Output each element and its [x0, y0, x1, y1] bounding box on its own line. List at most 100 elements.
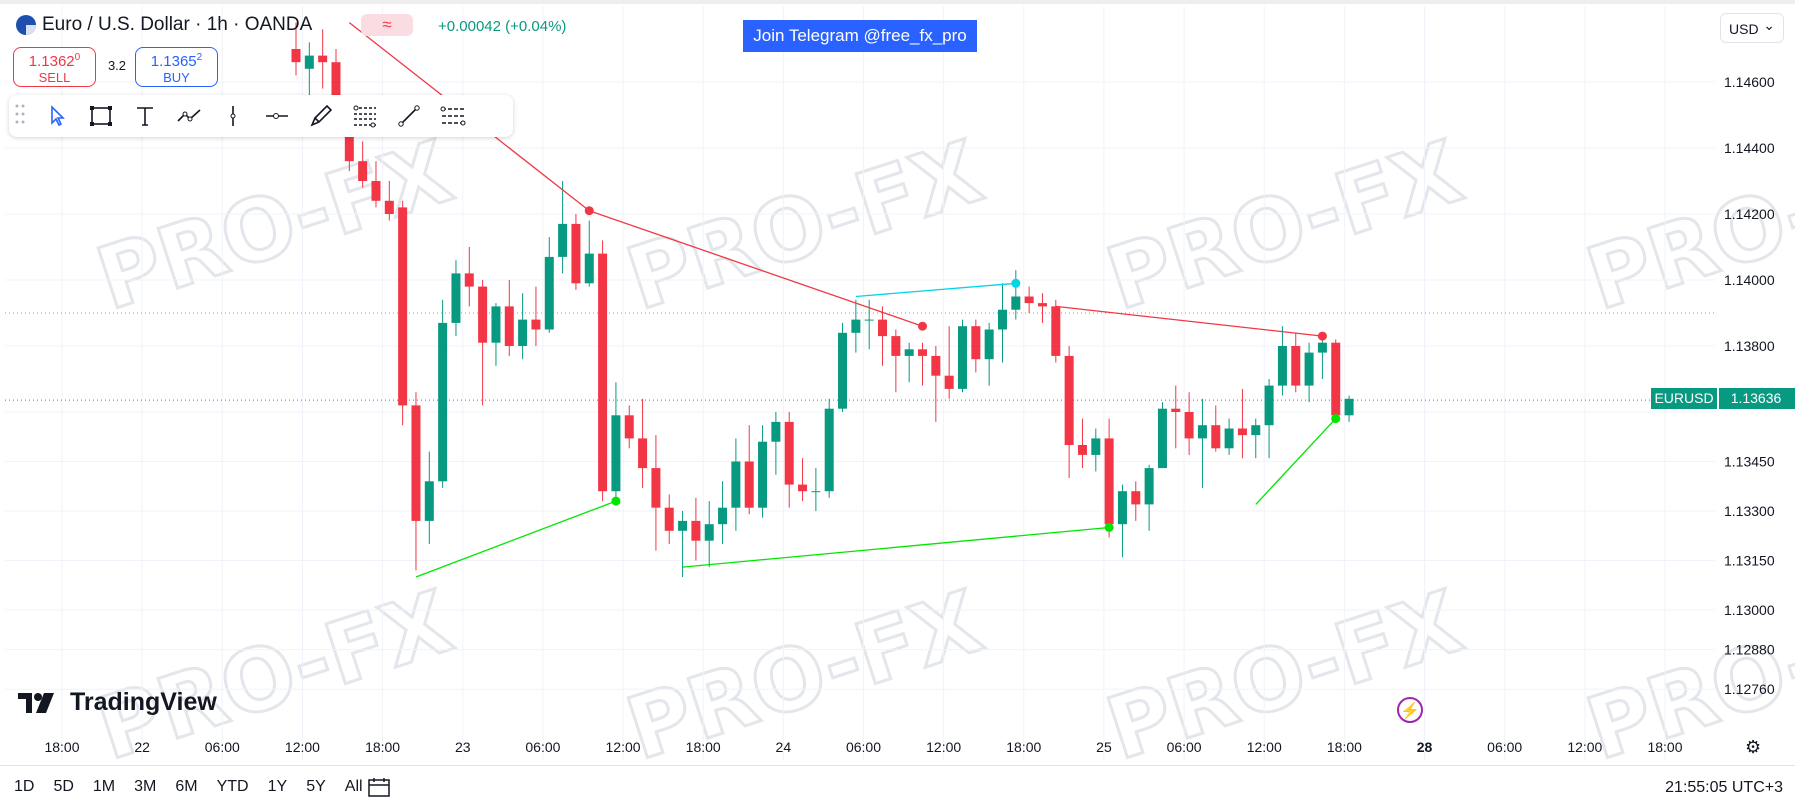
candle-body: [1117, 491, 1127, 525]
range-button-5d[interactable]: 5D: [53, 778, 74, 795]
toolbar-grip-icon[interactable]: [15, 103, 33, 130]
range-button-ytd[interactable]: YTD: [216, 778, 249, 795]
candle-body: [1197, 425, 1207, 439]
candle: [1171, 385, 1181, 449]
candle-body: [704, 524, 714, 541]
drawing-toolbar: [9, 95, 513, 137]
cyan-marker: [1011, 278, 1021, 288]
path-tool[interactable]: [169, 99, 209, 133]
time-axis-label: 12:00: [926, 739, 961, 755]
buy-button[interactable]: 1.13652 BUY: [135, 47, 218, 87]
symbol-legend[interactable]: Euro / U.S. Dollar · 1h · OANDA: [16, 14, 312, 36]
time-axis: 18:00 22 06:00 12:00 18:00 23 06:00 12:00 18:00 2…: [44, 739, 1682, 755]
price-axis-label: 1.13450: [1724, 454, 1775, 470]
candle-body: [1277, 346, 1287, 386]
range-buttons: 1D 5D 1M 3M 6M YTD 1Y 5Y All: [14, 778, 382, 796]
range-button-3m[interactable]: 3M: [134, 778, 157, 795]
candle: [904, 342, 914, 383]
range-button-5y[interactable]: 5Y: [306, 778, 326, 795]
candle: [1237, 388, 1247, 459]
price-axis-label: 1.13150: [1724, 553, 1775, 569]
buy-price-pip: 2: [196, 52, 203, 63]
candle-body: [384, 200, 394, 214]
candle-body: [1077, 445, 1087, 455]
candle-body: [424, 481, 434, 521]
candle-body: [958, 326, 967, 389]
candle-body: [558, 223, 568, 257]
candle: [651, 435, 661, 551]
candle: [491, 303, 501, 366]
candle-body: [611, 415, 621, 492]
trend-line-tool[interactable]: [389, 99, 429, 133]
candle: [1224, 418, 1234, 455]
time-axis-label: 24: [776, 739, 792, 755]
watermark-text: PRO-FX: [1096, 122, 1474, 330]
red-marker: [1317, 331, 1327, 341]
candle: [798, 458, 808, 502]
fib-retracement-tool[interactable]: [345, 99, 385, 133]
candle: [1277, 326, 1287, 396]
parallel-channel-icon: [440, 106, 466, 126]
vertical-line-tool[interactable]: [213, 99, 253, 133]
symbol-title: Euro / U.S. Dollar · 1h · OANDA: [42, 14, 313, 35]
candle-body: [944, 375, 954, 389]
clock[interactable]: 21:55:05 UTC+3: [1665, 779, 1783, 796]
goto-date-icon[interactable]: [366, 776, 392, 803]
candle-body: [1304, 352, 1314, 386]
range-button-1m[interactable]: 1M: [92, 778, 116, 795]
candle-body: [624, 415, 634, 439]
range-button-1d[interactable]: 1D: [14, 778, 35, 795]
candle: [824, 398, 834, 498]
candle-body: [598, 253, 608, 492]
range-button-6m[interactable]: 6M: [175, 778, 198, 795]
candle-body: [1251, 425, 1261, 436]
candle-body: [1131, 491, 1141, 505]
rectangle-tool[interactable]: [81, 99, 121, 133]
price-axis-label: 1.13300: [1724, 503, 1775, 519]
candle-body: [864, 319, 874, 321]
candle-body: [878, 319, 888, 337]
candle: [744, 425, 754, 515]
candle-body: [1344, 398, 1354, 416]
green-trend-line: [415, 500, 617, 578]
candle: [558, 181, 568, 274]
candle: [398, 200, 408, 426]
candle: [598, 240, 608, 502]
candle-body: [504, 306, 514, 346]
horizontal-ray-tool[interactable]: [257, 99, 297, 133]
indicator-badge[interactable]: ≈: [361, 14, 413, 36]
candle-body: [824, 408, 834, 492]
candle-body: [1317, 342, 1327, 353]
range-button-all[interactable]: All: [344, 778, 363, 795]
parallel-channel-tool[interactable]: [433, 99, 473, 133]
candle: [918, 342, 928, 386]
red-trend-line: [1055, 305, 1323, 337]
price-axis-label: 1.12880: [1724, 642, 1775, 658]
text-tool[interactable]: [125, 99, 165, 133]
currency-select[interactable]: USD: [1720, 10, 1784, 43]
candle: [464, 247, 474, 307]
range-button-1y[interactable]: 1Y: [267, 778, 288, 795]
candle-body: [518, 319, 528, 346]
spread-value: 3.2: [107, 58, 127, 73]
axis-settings-icon[interactable]: ⚙: [1745, 737, 1762, 757]
candle-body: [398, 207, 408, 406]
time-axis-label: 12:00: [1247, 739, 1282, 755]
candle-body: [1144, 468, 1154, 505]
candle-body: [478, 286, 488, 343]
time-axis-label: 18:00: [1647, 739, 1682, 755]
time-axis-label: 22: [134, 739, 150, 755]
time-axis-label: 18:00: [686, 739, 721, 755]
time-axis-label: 23: [455, 739, 471, 755]
sell-button[interactable]: 1.13620 SELL: [13, 47, 96, 87]
price-tag-price-bg: [1719, 388, 1795, 409]
candle: [1157, 402, 1167, 469]
candle: [611, 382, 621, 502]
brush-tool[interactable]: [301, 99, 341, 133]
lightning-icon[interactable]: ⚡: [1397, 697, 1423, 723]
markers: [584, 206, 1341, 532]
cursor-tool[interactable]: [37, 99, 77, 133]
time-axis-label: 18:00: [1006, 739, 1041, 755]
candle: [1117, 484, 1127, 558]
